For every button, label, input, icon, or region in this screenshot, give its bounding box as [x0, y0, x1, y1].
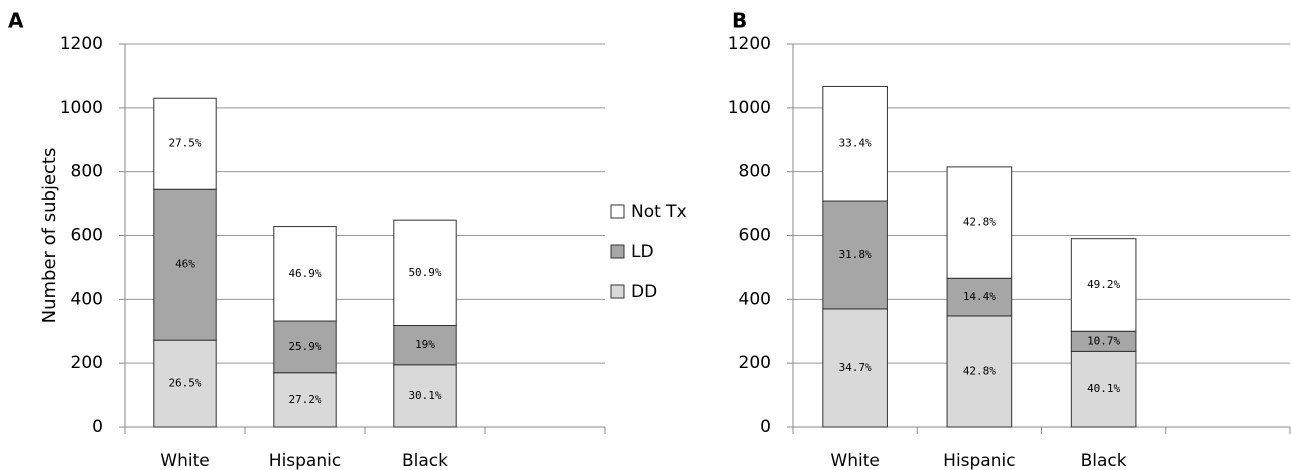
segment-label: 14.4% [963, 290, 996, 303]
x-tick-label: Black [1081, 451, 1127, 470]
legend-swatch [610, 204, 625, 219]
y-tick-label: 400 [71, 289, 103, 309]
legend-label: LD [631, 242, 654, 262]
bar-segment [153, 97, 217, 190]
x-tick-label: Hispanic [943, 451, 1015, 470]
panel-label: B [732, 9, 747, 33]
x-tick-label: White [160, 451, 209, 470]
bar-segment [393, 364, 457, 428]
y-axis-label: Number of subjects [39, 148, 60, 324]
y-tick-label: 0 [760, 417, 771, 437]
x-tick-label: Hispanic [269, 451, 341, 470]
y-tick-label: 600 [71, 226, 103, 246]
y-tick-label: 800 [739, 162, 771, 182]
y-tick-label: 200 [739, 353, 771, 373]
segment-label: 34.7% [839, 361, 872, 374]
segment-label: 10.7% [1087, 334, 1120, 347]
segment-label: 49.2% [1087, 278, 1120, 291]
legend-swatch [610, 284, 625, 299]
segment-label: 46.9% [288, 267, 321, 280]
segment-label: 27.2% [288, 393, 321, 406]
segment-label: 42.8% [963, 216, 996, 229]
segment-label: 33.4% [839, 137, 872, 150]
bar-segment [822, 85, 888, 202]
segment-label: 19% [415, 338, 435, 351]
y-tick-label: 1200 [60, 34, 103, 54]
bar-segment [153, 339, 217, 428]
segment-label: 26.5% [168, 377, 201, 390]
bar-segment [822, 308, 888, 428]
segment-label: 40.1% [1087, 382, 1120, 395]
bar-segment [273, 372, 337, 428]
y-tick-label: 1000 [60, 98, 103, 118]
segment-label: 42.8% [963, 364, 996, 377]
bar-segment [946, 277, 1013, 317]
bar-segment [273, 320, 337, 374]
x-tick-label: Black [402, 451, 448, 470]
x-tick-label: White [830, 451, 879, 470]
segment-label: 27.5% [168, 137, 201, 150]
legend-label: DD [631, 282, 657, 302]
segment-label: 50.9% [408, 266, 441, 279]
y-tick-label: 800 [71, 162, 103, 182]
segment-label: 31.8% [839, 248, 872, 261]
y-tick-label: 400 [739, 289, 771, 309]
segment-label: 46% [175, 258, 195, 271]
bar-segment [393, 325, 457, 366]
y-tick-label: 600 [739, 226, 771, 246]
segment-label: 30.1% [408, 389, 441, 402]
legend-swatch [610, 244, 625, 259]
y-tick-label: 1200 [728, 34, 771, 54]
bar-segment [822, 200, 888, 310]
segment-label: 25.9% [288, 340, 321, 353]
bar-segment [946, 166, 1013, 279]
panel-label: A [8, 9, 24, 33]
y-tick-label: 1000 [728, 98, 771, 118]
bar-segment [393, 219, 457, 327]
bar-segment [946, 315, 1013, 428]
bar-segment [1070, 238, 1137, 332]
y-tick-label: 200 [71, 353, 103, 373]
legend-label: Not Tx [631, 202, 687, 222]
bar-segment [273, 226, 337, 322]
y-tick-label: 0 [92, 417, 103, 437]
bar-segment [153, 188, 217, 341]
